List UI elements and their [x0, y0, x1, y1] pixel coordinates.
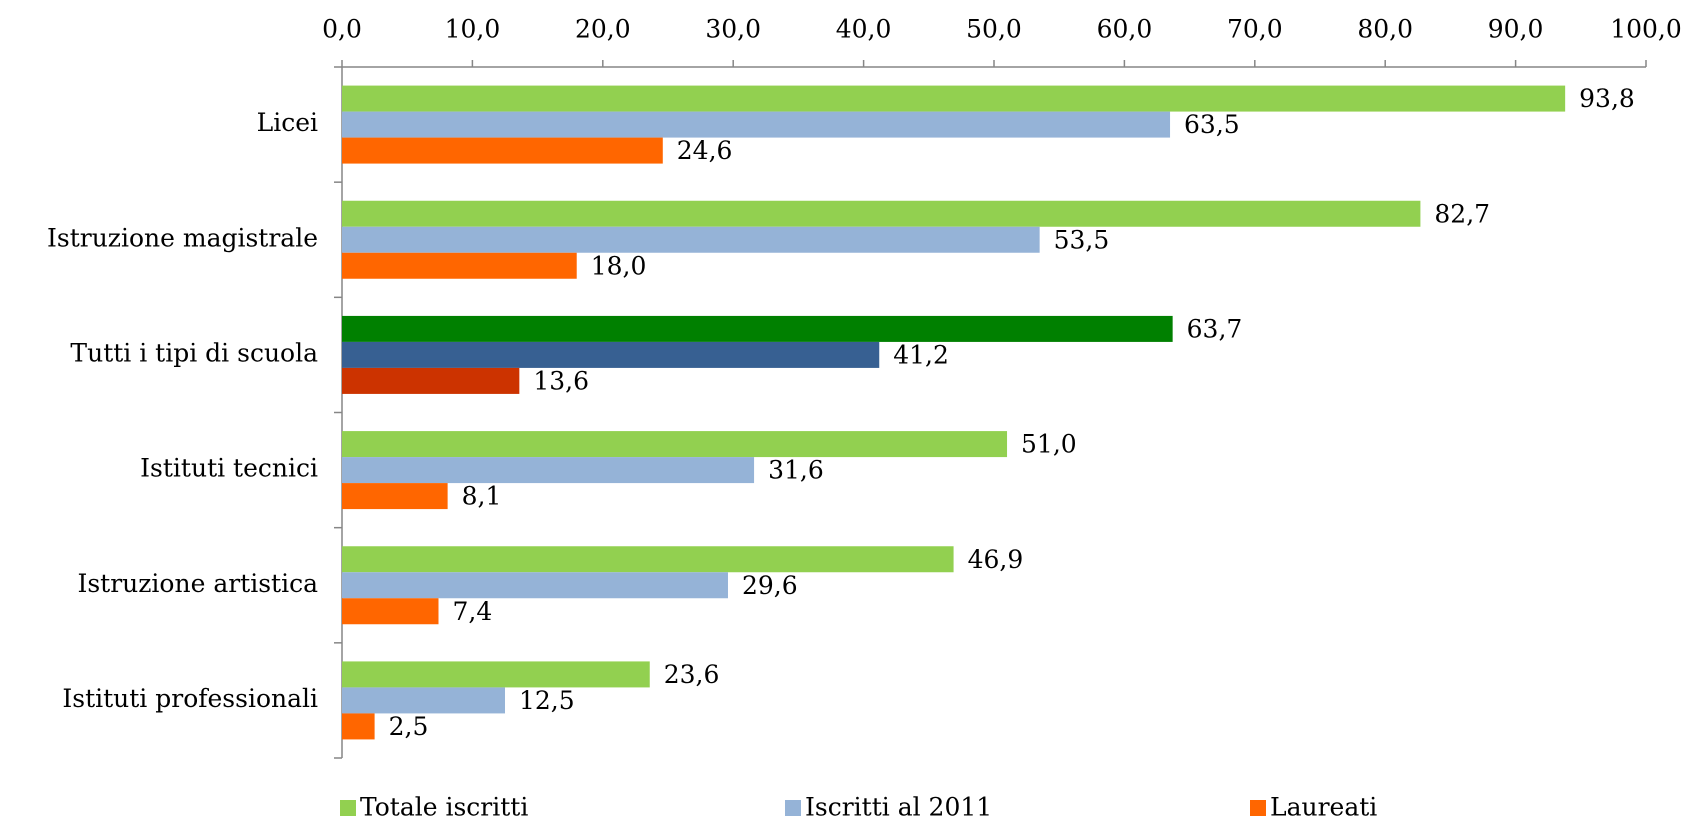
x-tick-label: 60,0 [1097, 15, 1153, 44]
x-tick-label: 0,0 [322, 15, 362, 44]
legend-label: Totale iscritti [360, 793, 528, 822]
bar [342, 226, 1040, 253]
value-label: 2,5 [389, 712, 429, 741]
bar [342, 572, 728, 599]
x-tick-label: 20,0 [575, 15, 631, 44]
value-label: 7,4 [452, 597, 492, 626]
bar [342, 200, 1421, 227]
y-tick-label: Istituti tecnici [140, 454, 318, 483]
value-label: 31,6 [768, 456, 824, 485]
y-tick-label: Istruzione magistrale [47, 223, 318, 252]
y-tick-label: Tutti i tipi di scuola [70, 338, 318, 367]
legend-swatch [1250, 800, 1266, 816]
value-label: 53,5 [1054, 225, 1110, 254]
y-tick-label: Licei [257, 108, 318, 137]
bar [342, 367, 520, 394]
x-tick-label: 10,0 [445, 15, 501, 44]
legend-label: Iscritti al 2011 [805, 793, 992, 822]
x-tick-label: 70,0 [1227, 15, 1283, 44]
legend-label: Laureati [1270, 793, 1377, 822]
value-label: 29,6 [742, 571, 798, 600]
value-label: 13,6 [533, 366, 589, 395]
bar [342, 431, 1008, 458]
x-tick-label: 30,0 [705, 15, 761, 44]
bar [342, 137, 663, 164]
legend-swatch [785, 800, 801, 816]
x-tick-label: 80,0 [1357, 15, 1413, 44]
x-tick-label: 40,0 [836, 15, 892, 44]
value-label: 12,5 [519, 686, 575, 715]
bar [342, 483, 448, 510]
value-label: 63,5 [1184, 110, 1240, 139]
bar [342, 457, 755, 484]
value-label: 24,6 [677, 136, 733, 165]
value-label: 82,7 [1434, 199, 1490, 228]
value-label: 51,0 [1021, 430, 1077, 459]
bar [342, 687, 505, 714]
bar [342, 661, 650, 688]
bar [342, 546, 954, 573]
y-tick-label: Istruzione artistica [77, 569, 318, 598]
bar [342, 341, 880, 368]
y-tick-label: Istituti professionali [62, 684, 318, 713]
x-tick-label: 50,0 [966, 15, 1022, 44]
x-tick-label: 90,0 [1488, 15, 1544, 44]
bar [342, 713, 375, 740]
value-label: 46,9 [968, 545, 1024, 574]
value-label: 23,6 [664, 660, 720, 689]
value-label: 8,1 [462, 482, 502, 511]
bar [342, 252, 577, 279]
bar [342, 85, 1566, 112]
bar [342, 598, 439, 625]
value-label: 18,0 [591, 251, 647, 280]
bar [342, 315, 1173, 342]
legend-swatch [340, 800, 356, 816]
value-label: 63,7 [1187, 314, 1243, 343]
value-label: 93,8 [1579, 84, 1635, 113]
bar [342, 111, 1171, 138]
x-tick-label: 100,0 [1610, 15, 1682, 44]
value-label: 41,2 [893, 340, 949, 369]
